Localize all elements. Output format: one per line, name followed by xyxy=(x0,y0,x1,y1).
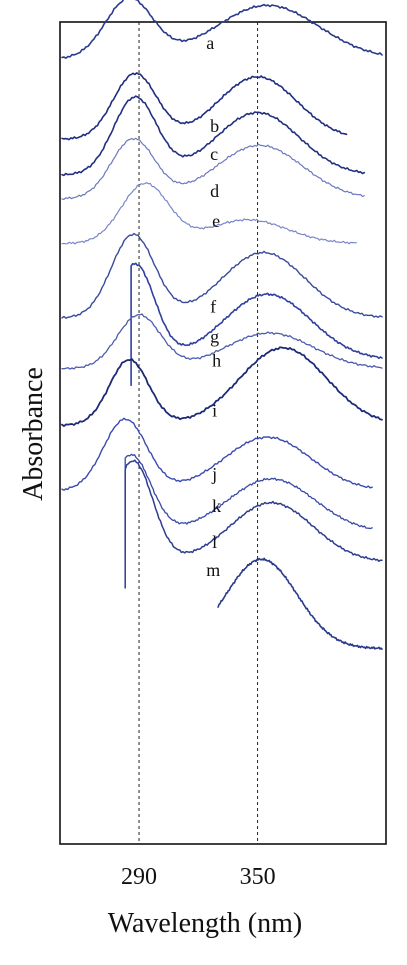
spectrum-d xyxy=(61,137,365,200)
curve-label-d: d xyxy=(210,181,219,201)
plot-frame xyxy=(59,21,387,845)
spectrum-g xyxy=(130,262,383,387)
x-tick-label-350: 350 xyxy=(240,864,276,890)
spectrum-l xyxy=(124,459,383,589)
curve-label-k: k xyxy=(212,496,221,516)
spectrum-k xyxy=(124,453,373,559)
curve-label-j: j xyxy=(211,464,217,484)
spectrum-a xyxy=(61,0,383,59)
y-axis-title: Absorbance xyxy=(18,367,49,501)
curve-label-e: e xyxy=(212,211,220,231)
spectrum-e xyxy=(61,182,357,245)
spectrum-i xyxy=(61,346,383,427)
series-layer xyxy=(61,0,383,650)
x-axis-title: Wavelength (nm) xyxy=(108,908,302,939)
spectrum-b xyxy=(61,72,348,141)
curve-label-g: g xyxy=(210,326,219,346)
curve-label-l: l xyxy=(212,532,217,552)
curve-label-a: a xyxy=(206,33,214,53)
x-axis-ticks: 290 350 xyxy=(121,864,276,890)
curve-label-i: i xyxy=(212,400,217,420)
curve-label-f: f xyxy=(210,297,216,317)
spectrum-f xyxy=(61,232,383,319)
spectrum-h xyxy=(61,313,383,370)
spectrum-m xyxy=(217,557,383,650)
curve-label-m: m xyxy=(206,560,220,580)
x-tick-label-290: 290 xyxy=(121,864,157,890)
curve-label-h: h xyxy=(212,350,221,370)
spectrum-c xyxy=(61,95,366,177)
spectrum-j xyxy=(61,417,373,491)
curve-label-c: c xyxy=(210,144,218,164)
curve-label-b: b xyxy=(210,116,219,136)
